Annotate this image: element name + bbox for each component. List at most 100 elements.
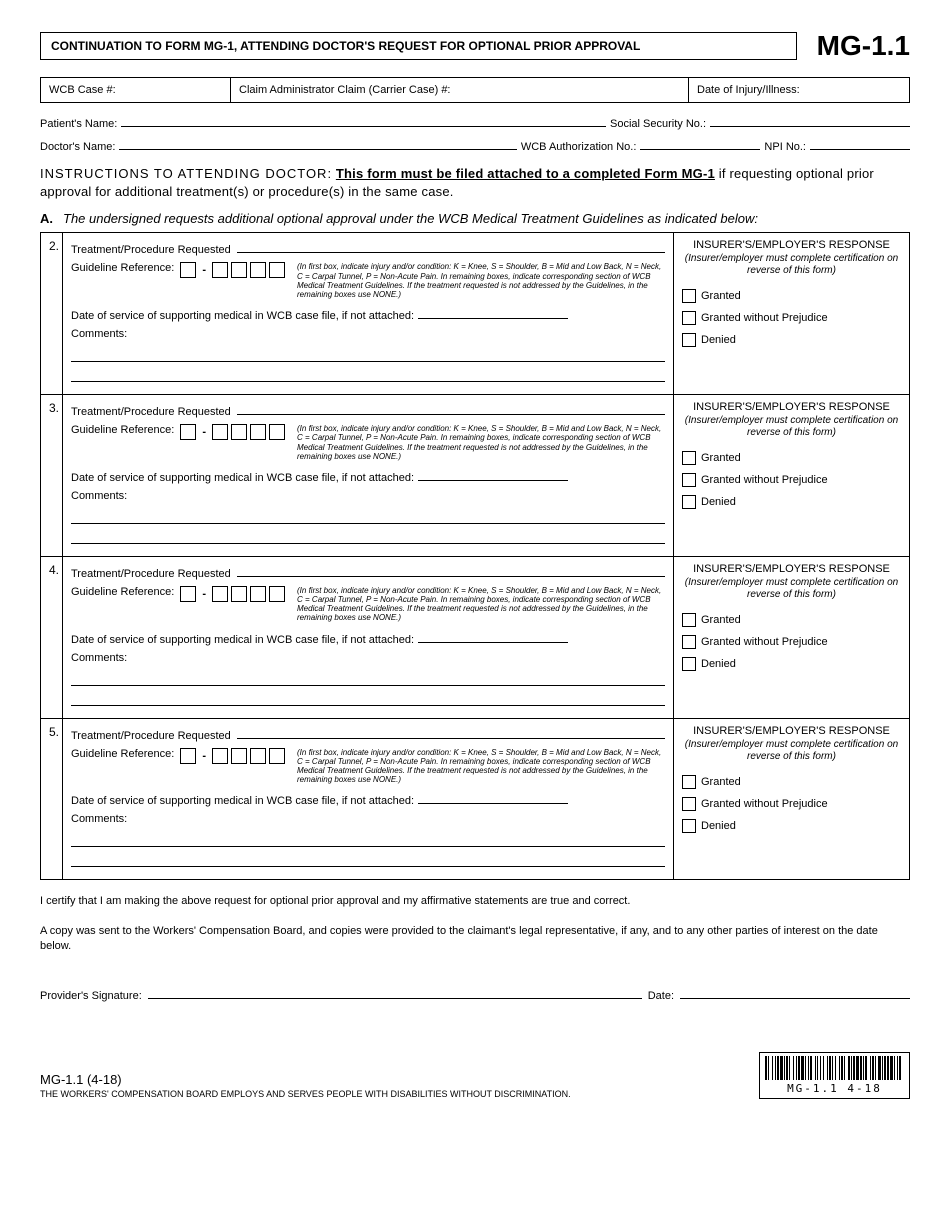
doctor-name-label: Doctor's Name: (40, 141, 115, 153)
denied-row: Denied (682, 657, 901, 671)
footer-disclaimer: THE WORKERS' COMPENSATION BOARD EMPLOYS … (40, 1089, 571, 1099)
gref-box-1[interactable] (180, 262, 196, 278)
granted-wop-checkbox[interactable] (682, 635, 696, 649)
gref-box-4[interactable] (250, 424, 266, 440)
date-service-input[interactable] (418, 467, 568, 481)
gref-box-5[interactable] (269, 262, 285, 278)
tp-requested-input[interactable] (237, 239, 665, 253)
patient-name-input[interactable] (121, 113, 606, 127)
treatment-number: 5. (41, 719, 63, 880)
denied-label: Denied (701, 820, 736, 832)
granted-label: Granted (701, 290, 741, 302)
gref-box-1[interactable] (180, 748, 196, 764)
npi-input[interactable] (810, 136, 910, 150)
comment-line-2[interactable] (71, 849, 665, 867)
date-injury-cell[interactable]: Date of Injury/Illness: (689, 78, 909, 102)
denied-checkbox[interactable] (682, 657, 696, 671)
granted-checkbox[interactable] (682, 289, 696, 303)
doctor-name-input[interactable] (119, 136, 516, 150)
guideline-note: (In first box, indicate injury and/or co… (291, 586, 665, 623)
response-header: INSURER'S/EMPLOYER'S RESPONSE (682, 563, 901, 575)
barcode-box: MG-1.1 4-18 (759, 1052, 910, 1099)
granted-row: Granted (682, 775, 901, 789)
comment-line-2[interactable] (71, 526, 665, 544)
gref-box-5[interactable] (269, 424, 285, 440)
gref-box-3[interactable] (231, 748, 247, 764)
guideline-note: (In first box, indicate injury and/or co… (291, 748, 665, 785)
gref-box-1[interactable] (180, 586, 196, 602)
tp-requested-label: Treatment/Procedure Requested (71, 730, 231, 742)
granted-wop-checkbox[interactable] (682, 311, 696, 325)
granted-wop-checkbox[interactable] (682, 797, 696, 811)
denied-label: Denied (701, 334, 736, 346)
gref-box-1[interactable] (180, 424, 196, 440)
provider-sig-label: Provider's Signature: (40, 990, 142, 1002)
instructions-bold: This form must be filed attached to a co… (336, 166, 715, 181)
granted-row: Granted (682, 613, 901, 627)
gref-box-4[interactable] (250, 262, 266, 278)
comment-line-2[interactable] (71, 688, 665, 706)
treatment-row: 4. Treatment/Procedure Requested Guideli… (41, 557, 909, 719)
footer-code: MG-1.1 (4-18) (40, 1072, 571, 1087)
form-code: MG-1.1 (817, 30, 910, 62)
denied-checkbox[interactable] (682, 333, 696, 347)
barcode (765, 1056, 904, 1080)
case-info-row: WCB Case #: Claim Administrator Claim (C… (40, 77, 910, 103)
comment-line-1[interactable] (71, 668, 665, 686)
response-col: INSURER'S/EMPLOYER'S RESPONSE (Insurer/e… (674, 719, 909, 880)
granted-wop-row: Granted without Prejudice (682, 473, 901, 487)
certification-2: A copy was sent to the Workers' Compensa… (40, 924, 910, 955)
ssn-input[interactable] (710, 113, 910, 127)
granted-checkbox[interactable] (682, 451, 696, 465)
gref-box-3[interactable] (231, 586, 247, 602)
comment-line-2[interactable] (71, 364, 665, 382)
response-sub: (Insurer/employer must complete certific… (682, 577, 901, 601)
comment-line-1[interactable] (71, 506, 665, 524)
date-service-input[interactable] (418, 305, 568, 319)
tp-requested-input[interactable] (237, 401, 665, 415)
gref-box-3[interactable] (231, 424, 247, 440)
granted-checkbox[interactable] (682, 775, 696, 789)
granted-label: Granted (701, 776, 741, 788)
wcb-case-cell[interactable]: WCB Case #: (41, 78, 231, 102)
comment-line-1[interactable] (71, 829, 665, 847)
tp-requested-input[interactable] (237, 563, 665, 577)
response-sub: (Insurer/employer must complete certific… (682, 415, 901, 439)
gref-box-5[interactable] (269, 748, 285, 764)
response-col: INSURER'S/EMPLOYER'S RESPONSE (Insurer/e… (674, 557, 909, 718)
gref-box-3[interactable] (231, 262, 247, 278)
granted-wop-label: Granted without Prejudice (701, 636, 828, 648)
date-service-label: Date of service of supporting medical in… (71, 472, 414, 484)
tp-requested-input[interactable] (237, 725, 665, 739)
gref-box-2[interactable] (212, 586, 228, 602)
gref-box-2[interactable] (212, 748, 228, 764)
provider-sig-input[interactable] (148, 985, 642, 999)
gref-box-2[interactable] (212, 424, 228, 440)
gref-box-4[interactable] (250, 586, 266, 602)
gref-box-5[interactable] (269, 586, 285, 602)
response-col: INSURER'S/EMPLOYER'S RESPONSE (Insurer/e… (674, 233, 909, 394)
footer-left: MG-1.1 (4-18) THE WORKERS' COMPENSATION … (40, 1072, 571, 1099)
response-header: INSURER'S/EMPLOYER'S RESPONSE (682, 239, 901, 251)
section-a-text: The undersigned requests additional opti… (63, 211, 758, 226)
date-service-input[interactable] (418, 790, 568, 804)
comment-line-1[interactable] (71, 344, 665, 362)
granted-checkbox[interactable] (682, 613, 696, 627)
guideline-boxes: - (180, 586, 285, 602)
date-service-label: Date of service of supporting medical in… (71, 634, 414, 646)
guideline-ref-label: Guideline Reference: (71, 586, 174, 598)
gref-box-4[interactable] (250, 748, 266, 764)
sig-date-input[interactable] (680, 985, 910, 999)
claim-admin-cell[interactable]: Claim Administrator Claim (Carrier Case)… (231, 78, 689, 102)
wcb-auth-input[interactable] (640, 136, 760, 150)
comments-label: Comments: (71, 652, 665, 664)
gref-box-2[interactable] (212, 262, 228, 278)
granted-label: Granted (701, 614, 741, 626)
denied-checkbox[interactable] (682, 819, 696, 833)
granted-wop-row: Granted without Prejudice (682, 635, 901, 649)
treatments-container: 2. Treatment/Procedure Requested Guideli… (40, 232, 910, 880)
date-service-input[interactable] (418, 629, 568, 643)
patient-name-row: Patient's Name: Social Security No.: (40, 113, 910, 130)
granted-wop-checkbox[interactable] (682, 473, 696, 487)
denied-checkbox[interactable] (682, 495, 696, 509)
